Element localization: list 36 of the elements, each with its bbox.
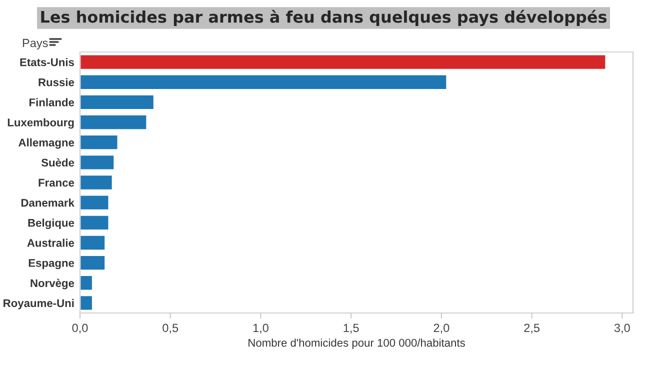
y-axis-title: Pays <box>22 38 48 50</box>
y-tick-label: Allemagne <box>18 138 74 149</box>
y-tick-label: Russie <box>38 78 74 86</box>
x-tick-label: 0,5 <box>162 324 178 334</box>
x-tick-label: 2,5 <box>524 324 540 334</box>
y-tick-label: Finlande <box>30 98 74 106</box>
bar <box>80 194 110 211</box>
x-tick-label: 2,0 <box>434 324 450 334</box>
x-axis-title: Nombre d'homicides pour 100 000/habitants <box>248 338 465 349</box>
y-tick-label: Espagne <box>28 259 74 270</box>
y-tick-label: Norvège <box>30 278 74 290</box>
x-tick-label: 1,5 <box>344 324 359 334</box>
y-tick-label: Royaume-Uni <box>4 298 74 310</box>
x-tick-label: 3,0 <box>614 324 630 334</box>
bar <box>80 74 448 90</box>
bar <box>80 134 119 151</box>
x-tick-label: 1,0 <box>253 324 268 334</box>
bar <box>80 254 106 272</box>
bar <box>80 234 106 251</box>
y-tick-label: Suède <box>41 158 74 167</box>
bar <box>80 174 114 191</box>
bar <box>80 274 94 292</box>
y-tick-label: Belgique <box>28 218 74 230</box>
bar <box>80 154 116 171</box>
x-tick-label: 0,0 <box>72 324 88 334</box>
bar <box>80 294 94 312</box>
bar <box>80 214 110 231</box>
bar <box>80 94 155 110</box>
y-tick-label: Luxembourg <box>8 118 74 129</box>
y-tick-label: France <box>38 178 74 187</box>
y-tick-label: Danemark <box>21 198 74 207</box>
y-tick-label: Australie <box>27 238 74 247</box>
bar <box>80 114 148 130</box>
y-tick-label: Etats-Unis <box>20 58 74 66</box>
chart-title: Les homicides par armes à feu dans quelques pays développés <box>41 10 607 26</box>
bar <box>80 54 607 70</box>
